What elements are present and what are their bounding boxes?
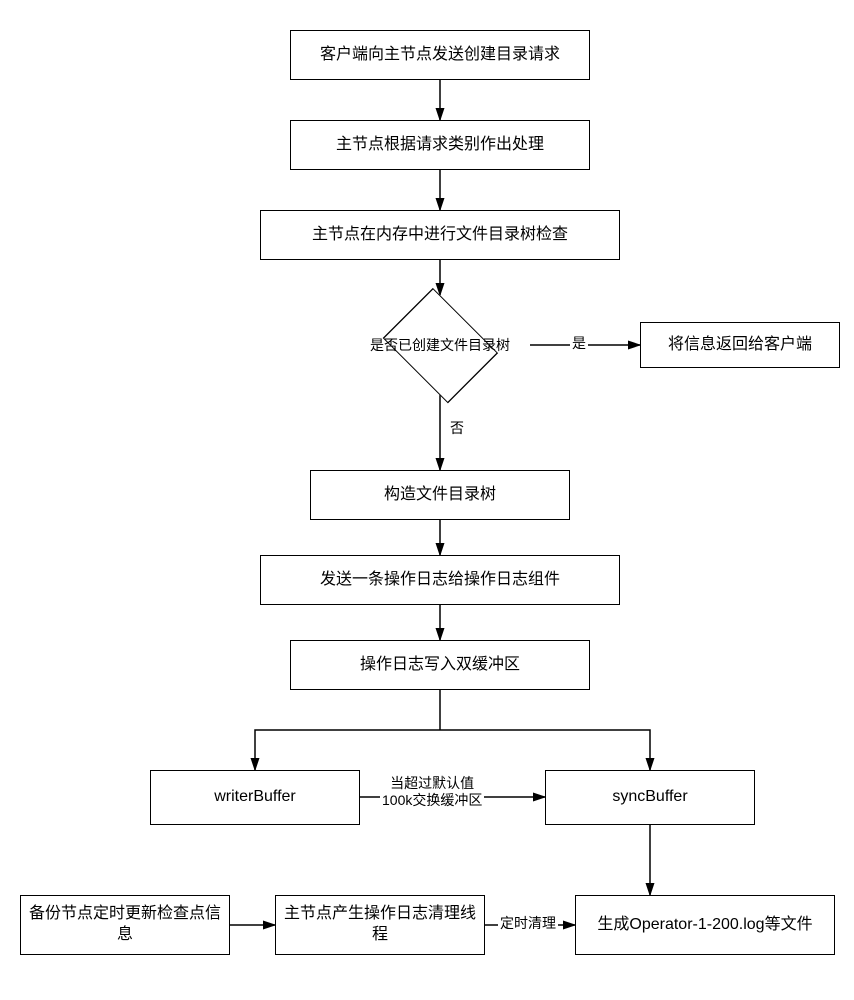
- decision-text: 是否已创建文件目录树: [370, 335, 510, 355]
- flow-node-n8: writerBuffer: [150, 770, 360, 825]
- flow-node-n3: 主节点在内存中进行文件目录树检查: [260, 210, 620, 260]
- flow-node-n2: 主节点根据请求类别作出处理: [290, 120, 590, 170]
- edge-label-13: 定时清理: [498, 915, 558, 932]
- flow-node-n1: 客户端向主节点发送创建目录请求: [290, 30, 590, 80]
- flow-node-n7: 操作日志写入双缓冲区: [290, 640, 590, 690]
- flow-decision-d1: 是否已创建文件目录树: [375, 295, 505, 395]
- flow-node-n11: 主节点产生操作日志清理线程: [275, 895, 485, 955]
- flow-node-n4: 将信息返回给客户端: [640, 322, 840, 368]
- flow-node-n12: 生成Operator-1-200.log等文件: [575, 895, 835, 955]
- edge-label-4: 否: [448, 420, 466, 437]
- flow-node-n6: 发送一条操作日志给操作日志组件: [260, 555, 620, 605]
- flow-node-n5: 构造文件目录树: [310, 470, 570, 520]
- edge-9: [440, 730, 650, 770]
- edge-label-3: 是: [570, 335, 588, 352]
- flow-node-n10: 备份节点定时更新检查点信息: [20, 895, 230, 955]
- flow-node-n9: syncBuffer: [545, 770, 755, 825]
- edge-8: [255, 730, 440, 770]
- edge-label-10: 当超过默认值100k交换缓冲区: [380, 775, 484, 809]
